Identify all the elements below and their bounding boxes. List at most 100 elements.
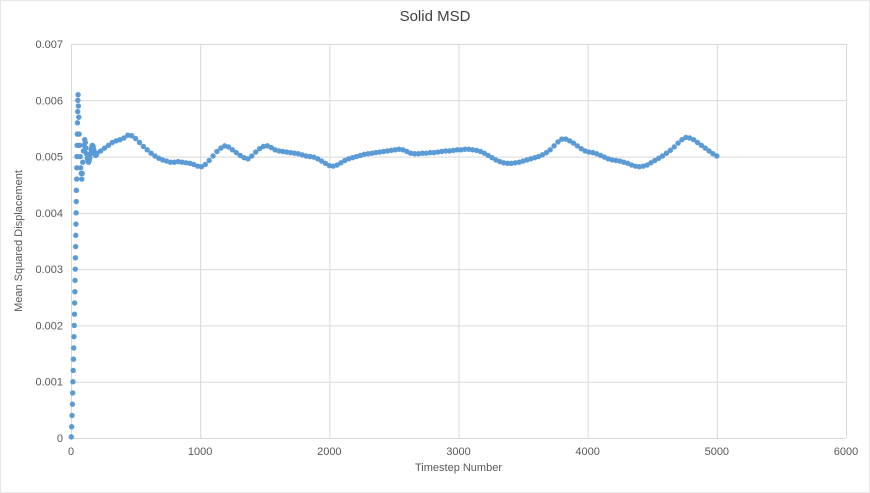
x-tick-label: 0	[68, 446, 74, 458]
data-point	[76, 114, 82, 120]
data-point	[225, 144, 232, 150]
data-point	[411, 151, 418, 157]
data-point	[73, 221, 79, 227]
data-point	[245, 156, 251, 162]
data-point	[442, 148, 449, 154]
data-point	[675, 140, 681, 146]
data-point	[667, 147, 674, 154]
y-tick-label: 0.003	[35, 264, 63, 276]
data-point	[555, 139, 561, 145]
y-tick-label: 0.001	[35, 377, 63, 389]
data-point	[71, 333, 77, 340]
data-point	[69, 412, 75, 419]
data-point	[72, 255, 79, 261]
x-axis-title: Timestep Number	[414, 462, 502, 474]
y-tick-label: 0	[57, 433, 63, 445]
data-point	[574, 143, 581, 149]
data-point	[71, 300, 78, 306]
data-point	[167, 159, 174, 165]
data-point	[77, 165, 84, 171]
data-point	[101, 145, 108, 151]
data-point	[559, 136, 565, 142]
data-point	[71, 311, 78, 317]
data-point	[73, 210, 79, 216]
x-tick-label: 2000	[317, 446, 341, 458]
y-tick-label: 0.006	[35, 95, 63, 107]
y-tick-label: 0.002	[35, 320, 63, 332]
data-point	[144, 147, 150, 153]
x-tick-label: 1000	[188, 446, 212, 458]
x-tick-label: 3000	[446, 446, 470, 458]
x-tick-label: 6000	[834, 446, 858, 458]
data-point	[76, 131, 82, 137]
data-point	[73, 232, 79, 239]
data-point	[253, 149, 259, 155]
data-point	[83, 145, 89, 151]
data-point	[69, 401, 76, 407]
data-point	[70, 356, 77, 362]
data-point	[671, 144, 677, 150]
data-point	[214, 148, 220, 155]
data-point	[72, 277, 78, 284]
data-point	[714, 153, 720, 159]
data-point	[659, 153, 666, 159]
data-point	[77, 153, 83, 160]
data-point	[79, 176, 85, 182]
data-point	[79, 170, 85, 177]
data-point	[206, 157, 212, 164]
data-point	[454, 147, 460, 153]
data-point	[71, 322, 77, 329]
data-point	[129, 133, 135, 139]
data-point	[136, 139, 143, 146]
data-point	[72, 243, 79, 250]
data-point	[70, 367, 76, 374]
data-point	[202, 161, 209, 168]
data-point	[210, 153, 216, 159]
y-axis-title: Mean Squared Displacement	[13, 170, 25, 312]
data-point	[70, 379, 76, 385]
data-point	[80, 159, 86, 165]
chart-title: Solid MSD	[399, 8, 471, 25]
data-point	[504, 160, 511, 167]
data-point	[68, 434, 74, 440]
data-point	[105, 142, 112, 149]
data-point	[73, 187, 80, 194]
data-point	[140, 143, 147, 150]
data-point	[75, 91, 81, 98]
data-point	[690, 136, 697, 143]
data-point	[68, 424, 75, 430]
data-point	[694, 139, 701, 146]
data-point	[75, 103, 82, 109]
data-point	[71, 345, 77, 351]
data-point	[83, 151, 90, 157]
data-point	[427, 149, 433, 156]
data-point	[73, 176, 80, 182]
x-tick-label: 5000	[705, 446, 729, 458]
y-tick-label: 0.004	[35, 208, 63, 220]
data-point	[98, 148, 104, 154]
data-point	[419, 150, 426, 156]
data-point	[249, 153, 255, 159]
data-point	[663, 150, 670, 156]
data-point	[74, 165, 80, 171]
data-point	[75, 97, 81, 103]
data-point	[69, 390, 76, 396]
data-point	[229, 147, 236, 153]
data-point	[72, 288, 78, 295]
data-point	[72, 266, 78, 272]
data-point	[75, 108, 81, 115]
data-point	[73, 198, 79, 205]
data-point	[702, 145, 708, 151]
data-point	[76, 142, 83, 149]
data-point	[74, 120, 81, 126]
data-point	[121, 135, 127, 141]
data-point	[148, 150, 154, 156]
data-point	[547, 147, 553, 153]
data-point	[82, 139, 89, 146]
y-tick-label: 0.007	[35, 39, 63, 51]
x-tick-label: 4000	[575, 446, 599, 458]
data-point	[543, 149, 550, 156]
data-point	[698, 142, 705, 149]
